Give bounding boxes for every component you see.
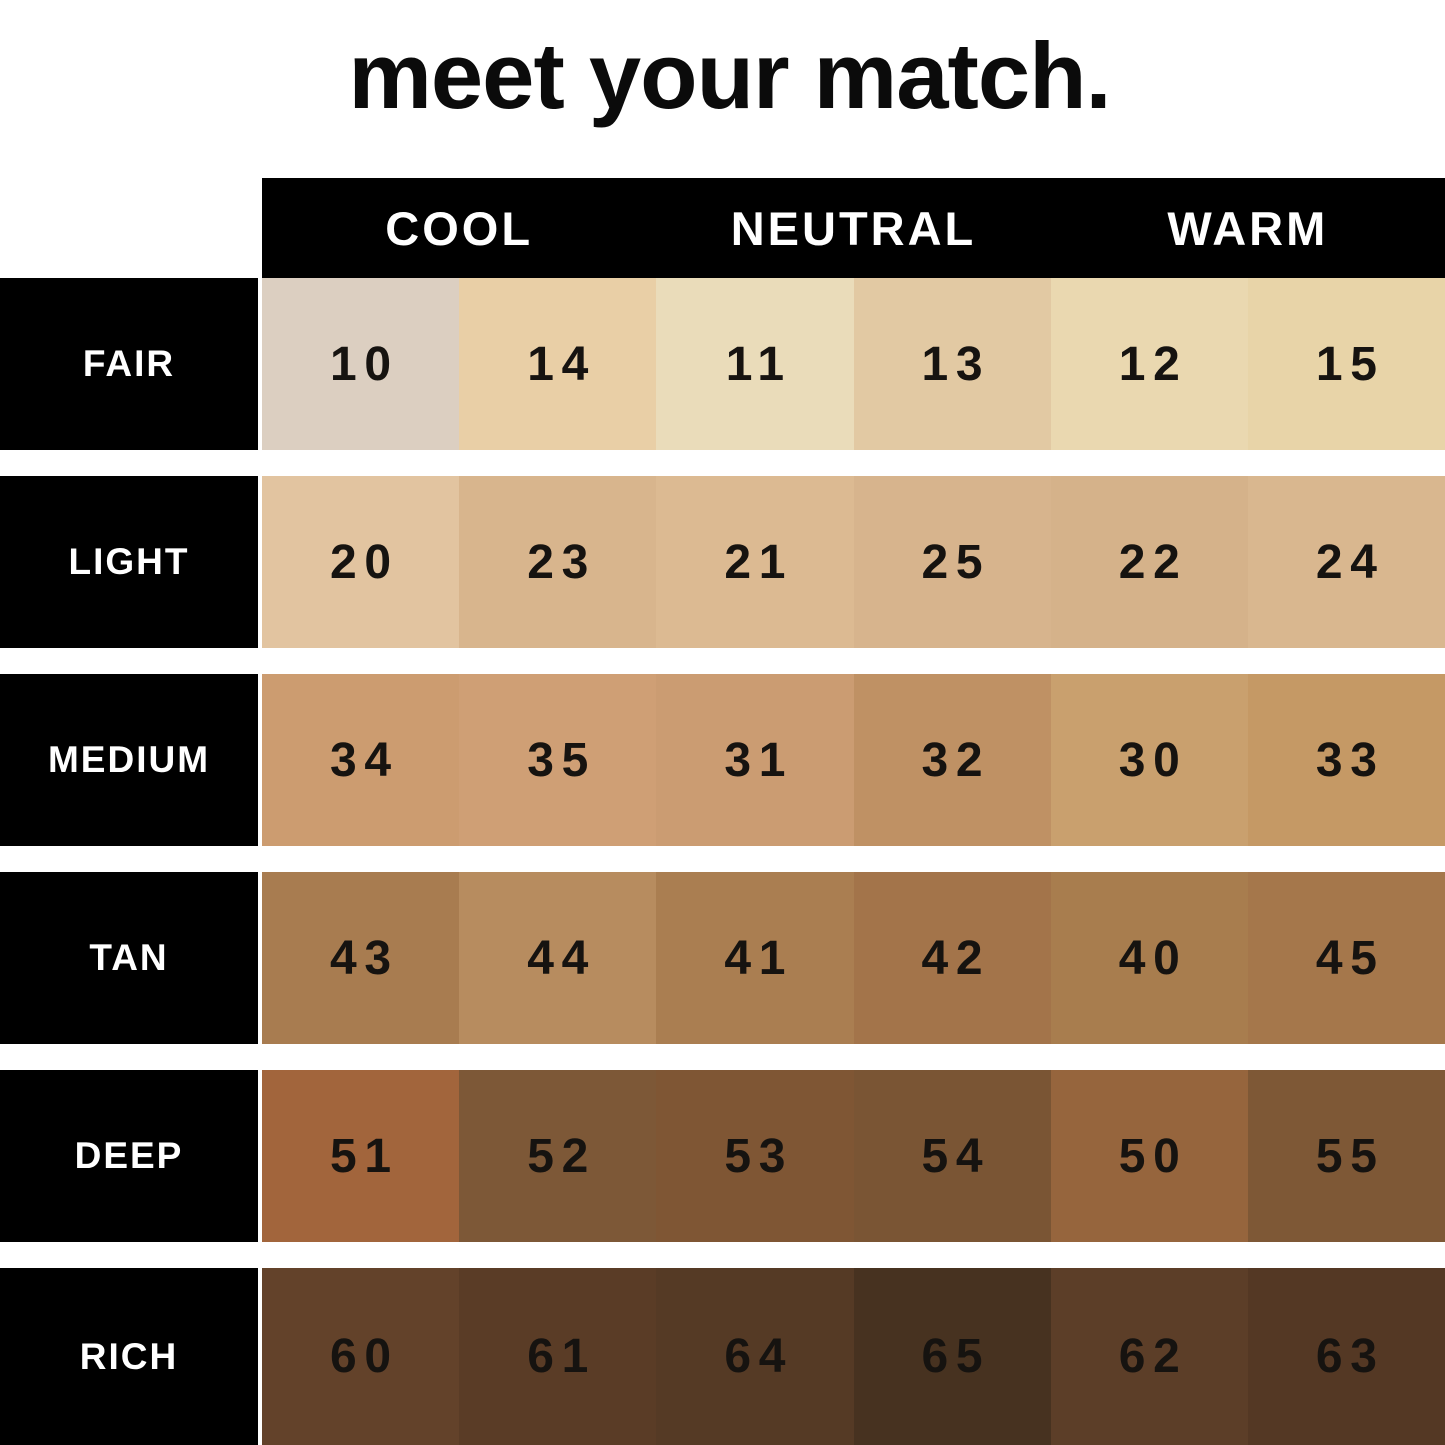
shade-swatch-14: 14 xyxy=(459,278,657,450)
shade-number: 23 xyxy=(527,535,596,589)
swatch-strip-fair: 10 14 11 13 12 15 xyxy=(262,278,1445,450)
row-label-fair: FAIR xyxy=(0,278,258,450)
undertone-header-bar: COOL NEUTRAL WARM xyxy=(262,178,1445,278)
shade-swatch-50: 50 xyxy=(1050,1070,1248,1242)
row-label-deep: DEEP xyxy=(0,1070,258,1242)
shade-swatch-54: 54 xyxy=(853,1070,1051,1242)
shade-row-light: LIGHT 20 23 21 25 22 24 xyxy=(0,476,1445,648)
shade-number: 43 xyxy=(330,931,399,985)
swatch-strip-light: 20 23 21 25 22 24 xyxy=(262,476,1445,648)
shade-swatch-22: 22 xyxy=(1050,476,1248,648)
shade-swatch-63: 63 xyxy=(1247,1268,1445,1445)
shade-swatch-61: 61 xyxy=(459,1268,657,1445)
shade-swatch-15: 15 xyxy=(1247,278,1445,450)
column-header-neutral: NEUTRAL xyxy=(730,201,977,255)
shade-number: 35 xyxy=(527,733,596,787)
shade-swatch-34: 34 xyxy=(262,674,460,846)
shade-number: 41 xyxy=(724,931,794,985)
shade-swatch-44: 44 xyxy=(459,872,657,1044)
shade-row-deep: DEEP 51 52 53 54 50 55 xyxy=(0,1070,1445,1242)
shade-swatch-23: 23 xyxy=(459,476,657,648)
shade-number: 55 xyxy=(1315,1129,1385,1183)
shade-number: 14 xyxy=(527,337,596,391)
column-header-cool: COOL xyxy=(385,201,534,255)
shade-number: 30 xyxy=(1118,733,1188,787)
shade-number: 52 xyxy=(527,1129,596,1183)
shade-number: 65 xyxy=(921,1330,991,1383)
shade-swatch-25: 25 xyxy=(853,476,1051,648)
shade-number: 53 xyxy=(724,1129,794,1183)
shade-number: 10 xyxy=(330,337,399,391)
shade-grid: COOL NEUTRAL WARM FAIR 10 14 11 13 12 15 LIGHT 2… xyxy=(0,178,1445,1445)
shade-number: 25 xyxy=(921,535,991,589)
shade-swatch-32: 32 xyxy=(853,674,1051,846)
shade-swatch-31: 31 xyxy=(656,674,854,846)
shade-number: 12 xyxy=(1118,337,1188,391)
shade-swatch-13: 13 xyxy=(853,278,1051,450)
shade-number: 15 xyxy=(1315,337,1385,391)
row-label-rich: RICH xyxy=(0,1268,258,1445)
shade-swatch-53: 53 xyxy=(656,1070,854,1242)
shade-swatch-24: 24 xyxy=(1247,476,1445,648)
shade-number: 50 xyxy=(1118,1129,1188,1183)
shade-number: 44 xyxy=(527,931,596,985)
shade-number: 51 xyxy=(330,1129,399,1183)
shade-swatch-20: 20 xyxy=(262,476,460,648)
shade-swatch-55: 55 xyxy=(1247,1070,1445,1242)
swatch-strip-rich: 60 61 64 65 62 63 xyxy=(262,1268,1445,1445)
shade-swatch-64: 64 xyxy=(656,1268,854,1445)
shade-number: 21 xyxy=(724,535,794,589)
shade-number: 11 xyxy=(725,337,792,391)
shade-swatch-35: 35 xyxy=(459,674,657,846)
shade-number: 13 xyxy=(921,337,991,391)
row-label-light: LIGHT xyxy=(0,476,258,648)
shade-swatch-62: 62 xyxy=(1050,1268,1248,1445)
shade-number: 22 xyxy=(1118,535,1188,589)
shade-swatch-41: 41 xyxy=(656,872,854,1044)
shade-rows: FAIR 10 14 11 13 12 15 LIGHT 20 23 21 25 22 24 MEDIUM 3… xyxy=(0,278,1445,1445)
shade-number: 60 xyxy=(330,1330,399,1383)
shade-number: 54 xyxy=(921,1129,991,1183)
shade-number: 42 xyxy=(921,931,991,985)
swatch-strip-medium: 34 35 31 32 30 33 xyxy=(262,674,1445,846)
shade-swatch-10: 10 xyxy=(262,278,460,450)
shade-swatch-42: 42 xyxy=(853,872,1051,1044)
shade-row-tan: TAN 43 44 41 42 40 45 xyxy=(0,872,1445,1044)
row-label-medium: MEDIUM xyxy=(0,674,258,846)
shade-swatch-30: 30 xyxy=(1050,674,1248,846)
shade-number: 34 xyxy=(330,733,399,787)
shade-swatch-51: 51 xyxy=(262,1070,460,1242)
shade-swatch-52: 52 xyxy=(459,1070,657,1242)
shade-row-medium: MEDIUM 34 35 31 32 30 33 xyxy=(0,674,1445,846)
shade-swatch-65: 65 xyxy=(853,1268,1051,1445)
shade-number: 40 xyxy=(1118,931,1188,985)
shade-swatch-43: 43 xyxy=(262,872,460,1044)
shade-number: 20 xyxy=(330,535,399,589)
shade-number: 62 xyxy=(1118,1330,1188,1383)
column-header-warm: WARM xyxy=(1167,201,1329,255)
shade-number: 61 xyxy=(527,1330,596,1383)
shade-row-fair: FAIR 10 14 11 13 12 15 xyxy=(0,278,1445,450)
shade-row-rich: RICH 60 61 64 65 62 63 xyxy=(0,1268,1445,1445)
shade-number: 33 xyxy=(1315,733,1385,787)
shade-number: 63 xyxy=(1315,1330,1385,1383)
shade-swatch-11: 11 xyxy=(656,278,854,450)
swatch-strip-deep: 51 52 53 54 50 55 xyxy=(262,1070,1445,1242)
page-title: meet your match. xyxy=(348,23,1111,128)
shade-swatch-45: 45 xyxy=(1247,872,1445,1044)
shade-number: 64 xyxy=(724,1330,794,1383)
shade-swatch-40: 40 xyxy=(1050,872,1248,1044)
shade-swatch-33: 33 xyxy=(1247,674,1445,846)
shade-swatch-12: 12 xyxy=(1050,278,1248,450)
row-label-tan: TAN xyxy=(0,872,258,1044)
shade-number: 32 xyxy=(921,733,991,787)
swatch-strip-tan: 43 44 41 42 40 45 xyxy=(262,872,1445,1044)
shade-number: 24 xyxy=(1315,535,1385,589)
shade-swatch-21: 21 xyxy=(656,476,854,648)
shade-number: 45 xyxy=(1315,931,1385,985)
shade-number: 31 xyxy=(724,733,794,787)
shade-swatch-60: 60 xyxy=(262,1268,460,1445)
